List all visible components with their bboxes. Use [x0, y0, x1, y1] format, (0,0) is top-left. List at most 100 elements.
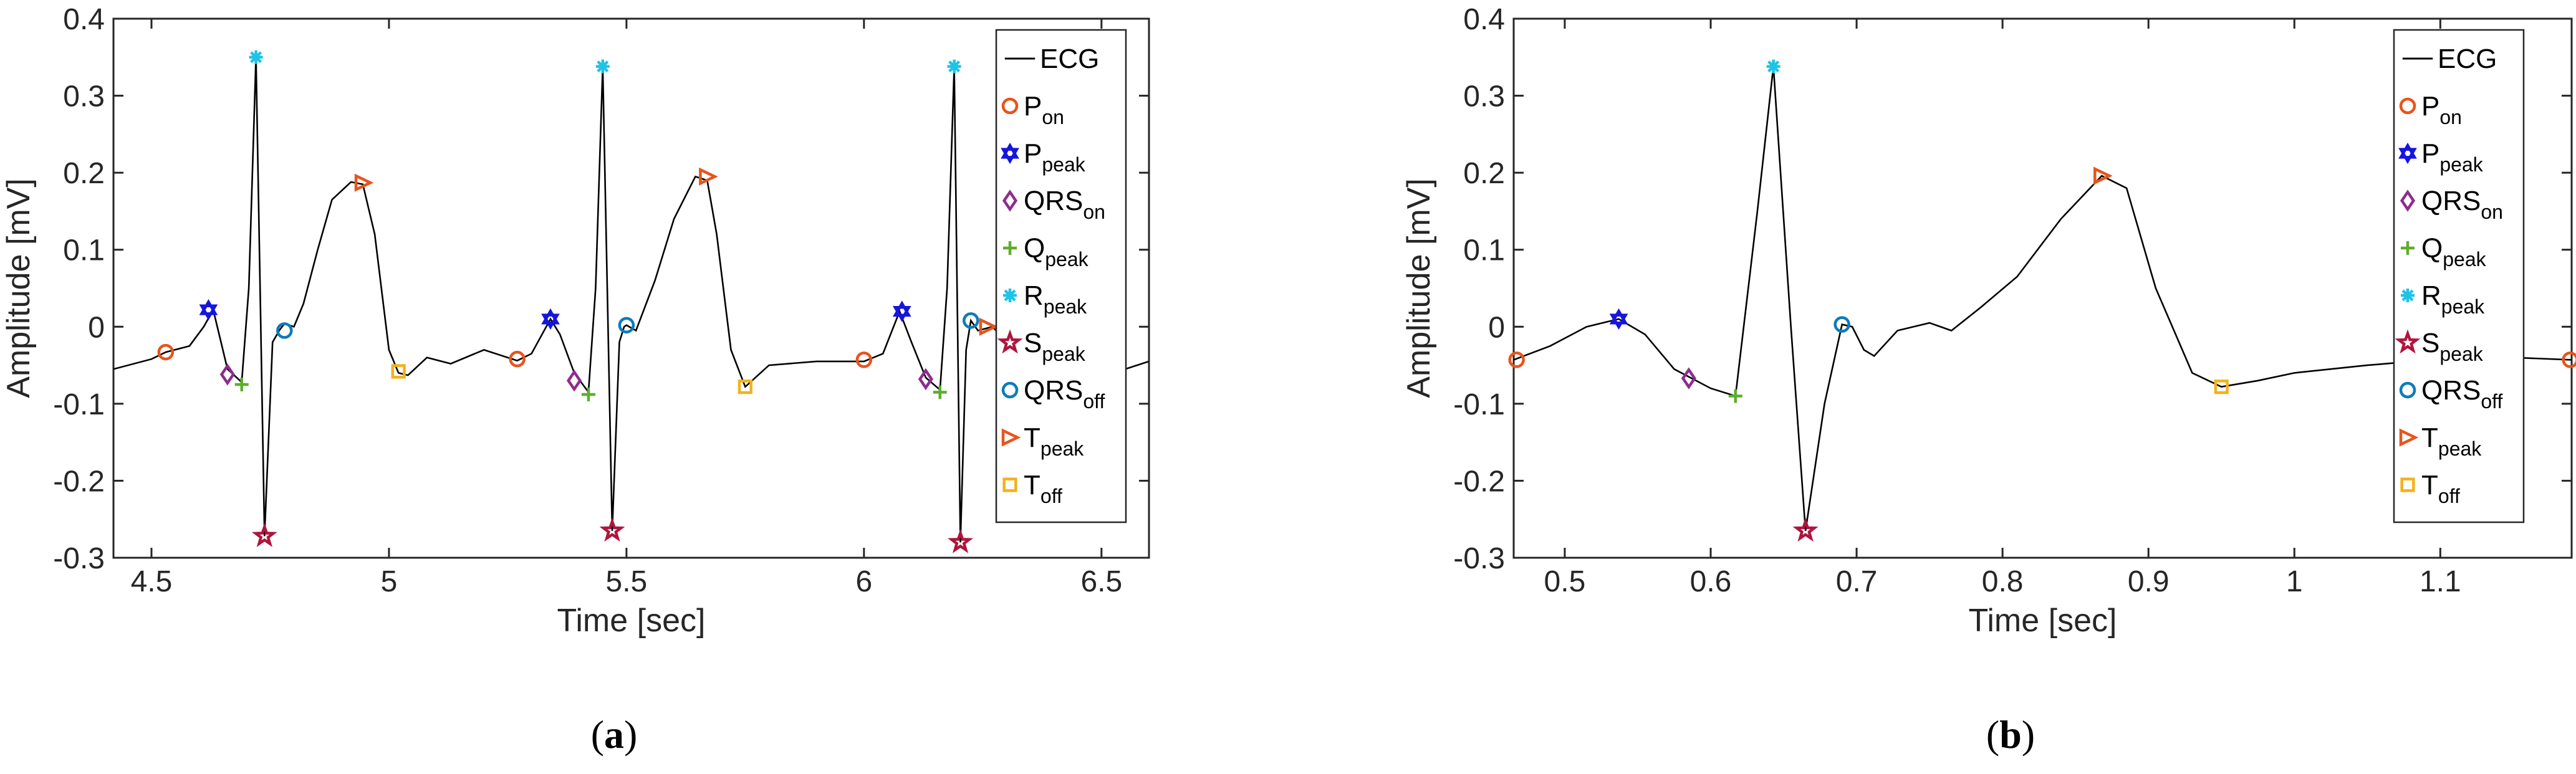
x-axis-label: Time [sec]	[557, 603, 706, 639]
marker-q-peak	[234, 377, 249, 391]
marker-p-on	[1508, 351, 1525, 368]
marker-p-peak-tri-up	[892, 300, 911, 317]
x-tick-label: 6.5	[1080, 565, 1122, 598]
legend-label-subscript: peak	[2441, 295, 2485, 318]
chart-panel-a: 4.5 5 5.5 6 6.5 -0.3 -0.2 -0.1 0 0.1 0.2 0.3 0.4 Time…	[1, 3, 1150, 639]
y-tick-label: 0.3	[1463, 80, 1505, 113]
legend-marker-t-off	[2400, 477, 2415, 492]
x-tick-label: 5.5	[606, 565, 648, 598]
legend-marker-t-off	[1002, 477, 1017, 492]
marker-p-peak	[541, 308, 560, 330]
legend-label-main: S	[2421, 328, 2439, 358]
marker-qrs-on	[219, 363, 235, 386]
legend-marker-s-peak	[997, 329, 1023, 354]
legend-label-t-off: Toff	[1024, 470, 1062, 507]
marker-qrs-off	[1833, 316, 1850, 333]
legend-label-subscript: peak	[1042, 343, 1085, 365]
legend-label-main: P	[1024, 91, 1042, 122]
legend-label-main: R	[1024, 280, 1044, 311]
x-tick-label: 0.5	[1544, 565, 1586, 598]
legend-marker-s-peak	[2395, 329, 2421, 354]
legend-label-subscript: off	[2438, 485, 2460, 507]
legend-label-main: Q	[1024, 233, 1045, 264]
x-tick-label: 0.8	[1982, 565, 2024, 598]
x-tick-label: 0.9	[2128, 565, 2170, 598]
marker-p-peak-tri-down	[199, 304, 218, 321]
legend-label-main: T	[2421, 423, 2438, 453]
legend-label-subscript: peak	[2438, 437, 2482, 460]
legend-label-main: P	[2421, 138, 2439, 169]
legend-label-main: T	[2421, 470, 2438, 500]
chart-panel-b: 0.5 0.6 0.7 0.8 0.9 1 1.1 -0.3 -0.2 -0.1 0 0.1 0.2 0.…	[1401, 3, 2576, 639]
legend-marker-p-on	[2399, 97, 2416, 115]
legend-label-subscript: off	[1083, 390, 1105, 413]
legend-label-s-peak: Speak	[1024, 328, 1086, 365]
marker-p-peak	[1609, 308, 1628, 330]
legend-marker-qrs-on	[1002, 189, 1018, 212]
legend-marker-q-peak	[2401, 241, 2415, 255]
y-tick-label: 0.1	[63, 234, 105, 267]
legend-label-s-peak: Speak	[2421, 328, 2484, 365]
legend-label-main: QRS	[1024, 375, 1083, 406]
legend-label-t-off: Toff	[2421, 470, 2460, 507]
x-tick-label: 5	[381, 565, 398, 598]
legend-label-subscript: off	[2481, 390, 2502, 413]
ecg-series-line	[1514, 66, 2572, 531]
legend-marker-qrs-off	[1001, 381, 1019, 399]
marker-qrs-on	[918, 368, 933, 391]
legend-label-subscript: off	[1040, 485, 1062, 507]
caption-a: (a)	[591, 712, 638, 757]
y-tick-label: 0	[88, 311, 105, 344]
marker-p-peak-tri-up	[541, 308, 560, 325]
legend-label-subscript: peak	[2439, 153, 2483, 176]
y-axis-label: Amplitude [mV]	[1, 178, 37, 398]
legend-label-main: QRS	[2421, 186, 2481, 216]
marker-p-peak	[199, 299, 218, 321]
legend-label-q-peak: Qpeak	[1024, 233, 1089, 270]
legend-label-main: S	[1024, 328, 1042, 358]
y-tick-label: 0.3	[63, 80, 105, 113]
marker-s-peak	[1792, 517, 1819, 542]
x-tick-label: 1.1	[2420, 565, 2461, 598]
legend-label-main: QRS	[2421, 375, 2481, 406]
y-tick-label: -0.3	[53, 542, 105, 575]
x-tick-label: 6	[855, 565, 872, 598]
legend-label-main: ECG	[1040, 44, 1099, 74]
x-tick-label: 4.5	[131, 565, 173, 598]
legend-marker-p-peak-tri-up	[2398, 142, 2417, 159]
legend-label-ecg: ECG	[2438, 44, 2497, 74]
legend-box	[995, 29, 1127, 523]
legend-label-subscript: peak	[1044, 295, 1087, 318]
legend-label-r-peak: Rpeak	[1024, 280, 1087, 318]
legend-marker-q-peak	[1003, 241, 1017, 255]
legend-label-subscript: on	[1083, 201, 1105, 223]
legend-box	[2393, 29, 2525, 523]
legend-label-main: T	[1024, 470, 1040, 500]
legend: ECGPonPpeakQRSonQpeakRpeakSpeakQRSoffTpe…	[995, 29, 1127, 523]
marker-s-peak	[599, 517, 625, 542]
x-axis-label: Time [sec]	[1969, 603, 2117, 639]
y-tick-label: -0.1	[53, 388, 105, 421]
marker-qrs-on	[1681, 367, 1696, 389]
y-tick-label: 0	[1488, 311, 1505, 344]
legend-label-qrs-off: QRSoff	[2421, 375, 2502, 413]
legend-marker-p-peak-tri-down	[2398, 148, 2417, 165]
legend-label-p-on: Pon	[1024, 91, 1064, 128]
marker-t-peak	[2093, 166, 2113, 185]
y-tick-label: -0.1	[1453, 388, 1505, 421]
marker-p-peak-tri-down	[1609, 313, 1628, 330]
y-tick-label: -0.2	[53, 465, 105, 498]
marker-p-peak-tri-up	[199, 299, 218, 315]
legend-marker-p-on	[1001, 97, 1019, 115]
legend-label-subscript: peak	[2443, 248, 2486, 270]
plot-area	[112, 17, 1150, 559]
marker-s-peak	[251, 522, 277, 547]
marker-qrs-off	[618, 317, 635, 334]
marker-p-on	[509, 350, 526, 368]
marker-p-on	[2562, 351, 2576, 368]
legend-label-t-peak: Tpeak	[1024, 423, 1084, 460]
legend-label-main: P	[1024, 138, 1042, 169]
x-tick-label: 0.7	[1836, 565, 1878, 598]
marker-t-peak	[354, 173, 374, 192]
legend-marker-qrs-on	[2400, 189, 2416, 212]
